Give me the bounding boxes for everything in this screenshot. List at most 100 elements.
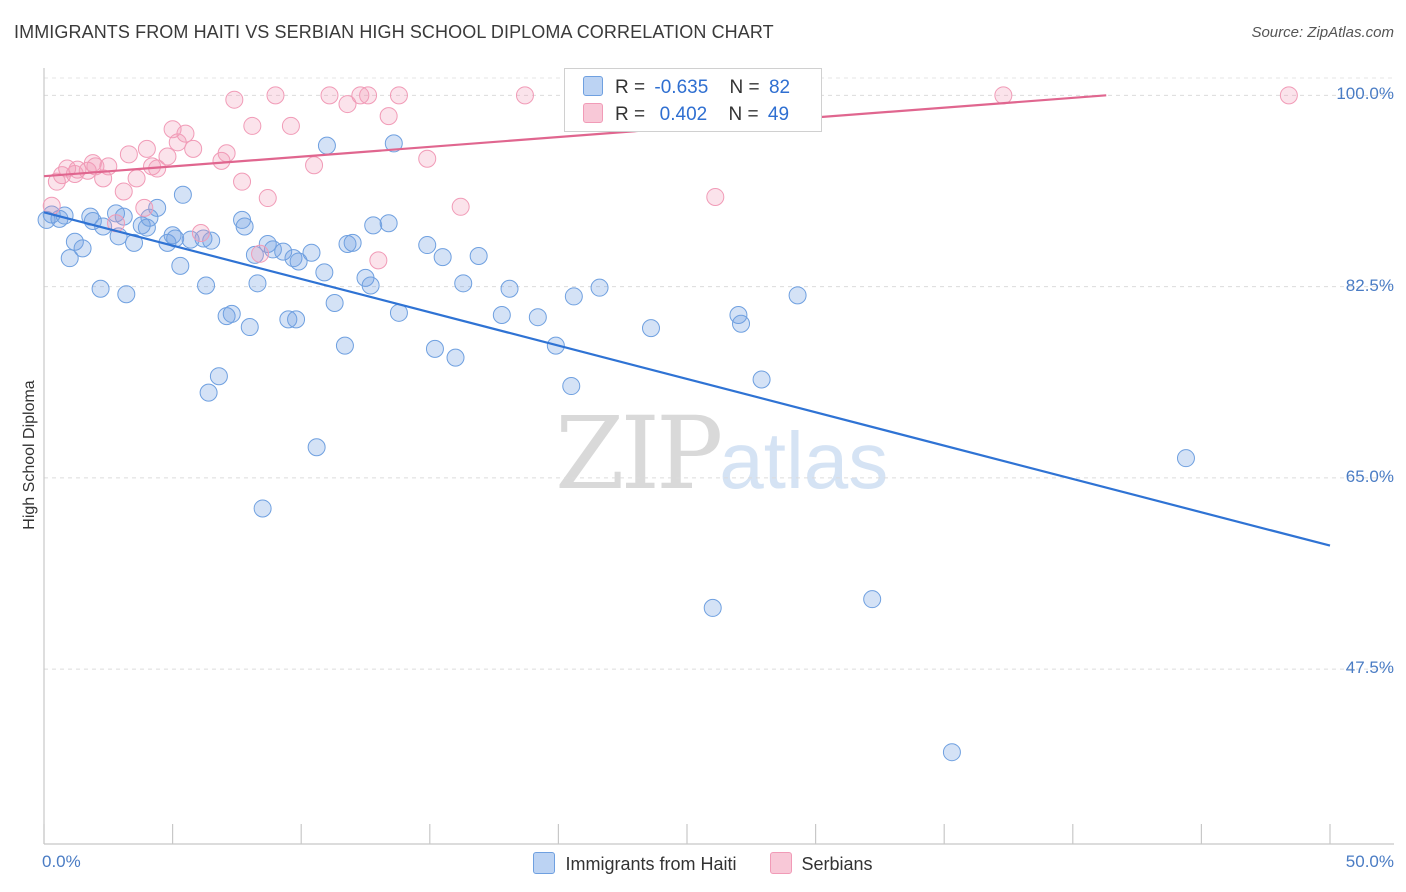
haiti-trend-line: [43, 211, 1331, 547]
haiti-point: [148, 198, 167, 217]
haiti-point: [564, 287, 583, 306]
haiti-point: [163, 226, 182, 245]
haiti-point: [433, 248, 452, 267]
serbians-point: [389, 86, 408, 105]
haiti-point: [171, 256, 190, 275]
stats-legend: R = -0.635 N = 82 R = 0.402 N = 49: [564, 68, 822, 132]
serbians-point: [251, 244, 270, 263]
haiti-point: [60, 249, 79, 268]
chart-title: IMMIGRANTS FROM HAITI VS SERBIAN HIGH SC…: [14, 22, 774, 42]
haiti-point: [1176, 449, 1195, 468]
serbians-trend-line: [43, 94, 1107, 178]
r-label: R =: [615, 104, 646, 125]
r-value: -0.635: [654, 77, 709, 98]
serbians-point: [158, 147, 177, 166]
haiti-point: [253, 499, 272, 518]
legend-item-haiti: Immigrants from Haiti: [533, 852, 736, 875]
haiti-point: [315, 263, 334, 282]
haiti-point: [117, 285, 136, 304]
haiti-point: [284, 249, 303, 268]
haiti-point: [240, 318, 259, 337]
y-tick-label: 65.0%: [1345, 466, 1394, 486]
watermark: ZIPatlas: [555, 395, 888, 512]
haiti-point: [703, 598, 722, 617]
haiti-point: [302, 243, 321, 262]
haiti-point: [274, 242, 293, 261]
serbians-point: [1279, 86, 1298, 105]
haiti-point: [245, 245, 264, 264]
serbians-point: [281, 116, 300, 135]
serbians-point: [338, 95, 357, 114]
haiti-point: [325, 293, 344, 312]
serbians-point: [369, 251, 388, 270]
haiti-point: [73, 239, 92, 258]
n-value: 49: [767, 104, 790, 125]
serbians-point: [994, 86, 1013, 105]
serbians-point: [225, 90, 244, 109]
r-label: R =: [615, 77, 646, 98]
haiti-point: [641, 319, 660, 338]
haiti-point: [65, 232, 84, 251]
legend-label: Immigrants from Haiti: [565, 854, 737, 874]
n-value: 82: [768, 77, 791, 98]
serbians-legend-swatch: [769, 852, 792, 874]
haiti-point: [209, 367, 228, 386]
haiti-point: [590, 278, 609, 297]
serbians-point: [233, 172, 252, 191]
serbians-point: [243, 116, 262, 135]
haiti-point: [202, 231, 221, 250]
haiti-point: [307, 438, 326, 457]
serbians-point: [359, 86, 378, 105]
haiti-point: [181, 230, 200, 249]
haiti-point: [446, 348, 465, 367]
haiti-point: [492, 306, 511, 325]
haiti-point: [199, 383, 218, 402]
haiti-point: [384, 134, 403, 153]
serbians-swatch: [583, 103, 603, 123]
serbians-point: [418, 149, 437, 168]
serbians-point: [114, 182, 133, 201]
haiti-point: [343, 233, 362, 252]
series-legend: Immigrants from Haiti Serbians: [0, 852, 1406, 875]
legend-label: Serbians: [801, 854, 873, 874]
serbians-point: [320, 86, 339, 105]
haiti-point: [258, 234, 277, 253]
serbians-point: [217, 144, 236, 163]
haiti-point: [287, 310, 306, 329]
serbians-point: [184, 139, 203, 158]
legend-item-serbians: Serbians: [769, 852, 873, 875]
haiti-point: [279, 310, 298, 329]
haiti-legend-swatch: [533, 852, 556, 874]
source-label: Source: ZipAtlas.com: [1251, 24, 1394, 41]
haiti-point: [361, 276, 380, 295]
serbians-point: [127, 169, 146, 188]
serbians-point: [351, 86, 370, 105]
haiti-point: [562, 377, 581, 396]
legend-row-serbians: R = 0.402 N = 49: [583, 103, 789, 126]
serbians-point: [706, 187, 725, 206]
haiti-point: [500, 279, 519, 298]
haiti-point: [942, 743, 961, 762]
haiti-point: [788, 286, 807, 305]
x-tick-max: 50.0%: [1345, 852, 1394, 871]
haiti-swatch: [583, 76, 603, 96]
serbians-point: [137, 139, 156, 158]
haiti-point: [469, 246, 488, 265]
y-tick-label: 82.5%: [1345, 275, 1394, 295]
haiti-point: [528, 308, 547, 327]
haiti-point: [335, 336, 354, 355]
haiti-point: [425, 339, 444, 358]
haiti-point: [37, 210, 56, 229]
y-tick-label: 100.0%: [1336, 84, 1394, 104]
haiti-point: [248, 274, 267, 293]
haiti-point: [379, 214, 398, 233]
haiti-point: [235, 217, 254, 236]
serbians-point: [305, 156, 324, 175]
watermark-zip: ZIP: [555, 395, 723, 512]
haiti-point: [454, 274, 473, 293]
serbians-point: [94, 169, 113, 188]
serbians-point: [191, 224, 210, 243]
r-value: 0.402: [654, 104, 708, 125]
haiti-point: [222, 304, 241, 323]
haiti-point: [173, 185, 192, 204]
